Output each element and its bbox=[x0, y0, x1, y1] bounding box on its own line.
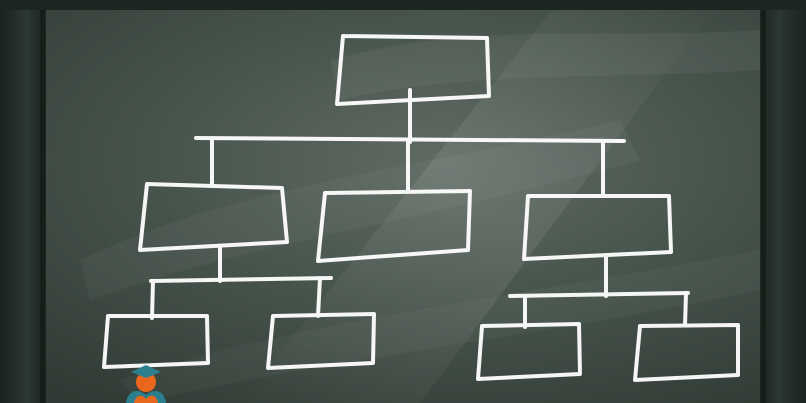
edge-left-manager-left-left-report bbox=[150, 279, 155, 320]
box-center-manager bbox=[316, 189, 472, 263]
edge-top-bus bbox=[194, 136, 626, 143]
graduate-reading-book-icon bbox=[126, 365, 166, 403]
frame-top bbox=[0, 0, 806, 10]
frame-left bbox=[0, 0, 45, 403]
box-left-manager bbox=[138, 182, 289, 252]
box-right-right-report bbox=[633, 323, 740, 382]
edge-left-manager-left-right-report bbox=[316, 276, 322, 318]
box-right-left-report bbox=[476, 322, 582, 381]
edge-right-bus bbox=[508, 291, 690, 298]
chalk-drawing bbox=[102, 34, 740, 382]
box-left-right-report bbox=[266, 312, 376, 370]
box-root bbox=[335, 34, 491, 106]
edge-left-bus bbox=[149, 276, 333, 283]
box-left-left-report bbox=[102, 314, 210, 369]
frame-right bbox=[761, 0, 806, 403]
edge-right-manager-right-right-report bbox=[683, 292, 688, 327]
box-right-manager bbox=[522, 194, 673, 261]
